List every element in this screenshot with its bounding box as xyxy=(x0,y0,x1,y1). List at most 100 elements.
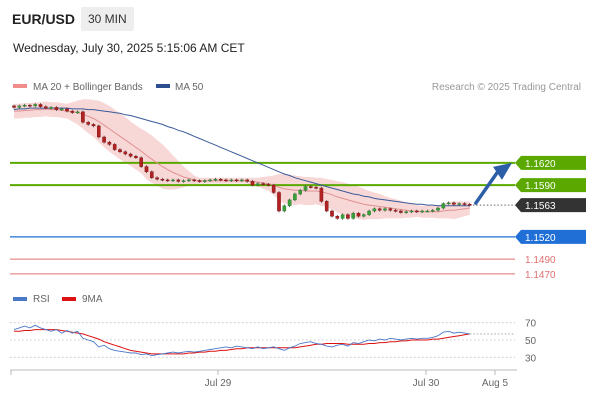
candle xyxy=(65,107,69,113)
candle-body xyxy=(176,179,181,182)
candle xyxy=(452,201,456,206)
candle xyxy=(420,209,424,214)
ma50-legend-swatch xyxy=(156,84,170,88)
candle xyxy=(54,106,59,111)
candle-body xyxy=(165,179,170,182)
candle xyxy=(457,202,462,206)
candle xyxy=(22,103,27,108)
candle xyxy=(218,177,223,182)
candle xyxy=(202,179,207,183)
level-tag-1.1563 xyxy=(515,198,586,213)
candle xyxy=(362,213,366,218)
candle xyxy=(224,178,228,182)
candle xyxy=(192,178,197,182)
candles xyxy=(12,103,472,220)
candle-body xyxy=(335,215,340,219)
rsi-legend-swatch xyxy=(13,297,27,301)
price-pane: 1.1620 1.1590 1.1563 1.1520 1.1490 1.1470 xyxy=(10,99,586,281)
candle xyxy=(81,110,85,124)
chart-datetime: Wednesday, July 30, 2025 5:15:06 AM CET xyxy=(13,41,245,55)
candle xyxy=(256,182,260,187)
candle xyxy=(367,209,371,217)
candle-body xyxy=(441,203,446,209)
candle xyxy=(33,103,37,108)
candle-body xyxy=(218,178,223,181)
ma50-legend-label: MA 50 xyxy=(175,82,204,93)
candle-body xyxy=(340,214,345,219)
candle-body xyxy=(293,193,297,201)
candle xyxy=(240,178,244,182)
x-tick-label: Jul 30 xyxy=(413,378,440,389)
candle-body xyxy=(139,157,144,167)
candle xyxy=(44,105,48,110)
candle xyxy=(271,183,276,194)
candle-body xyxy=(430,210,435,212)
candle-body xyxy=(28,104,32,107)
candle xyxy=(171,178,175,182)
candle-body xyxy=(91,124,96,127)
candle xyxy=(176,178,181,183)
candle-body xyxy=(70,110,75,113)
candle xyxy=(377,207,382,212)
candle-body xyxy=(171,179,175,182)
candle-body xyxy=(197,180,202,182)
bollinger-band-fill xyxy=(14,99,470,220)
candle xyxy=(441,202,446,210)
candle xyxy=(59,107,64,111)
candle xyxy=(187,178,191,182)
candle-body xyxy=(377,208,382,211)
candle xyxy=(134,154,138,160)
candle-body xyxy=(356,213,361,217)
candle-body xyxy=(271,184,276,193)
candle-body xyxy=(282,205,287,212)
candle xyxy=(75,110,80,114)
candle xyxy=(436,206,440,212)
candle-body xyxy=(102,136,106,143)
candle-body xyxy=(49,107,53,109)
bollinger-band xyxy=(14,99,470,220)
candle xyxy=(462,202,467,206)
candle xyxy=(446,201,451,205)
price-levels xyxy=(10,161,515,275)
candle-body xyxy=(309,186,313,188)
candle xyxy=(266,183,271,187)
candle-body xyxy=(250,181,255,186)
rsi-ma-line xyxy=(14,329,470,355)
candle xyxy=(250,180,255,187)
instrument-pair: EUR/USD xyxy=(12,11,76,27)
rsi-pane: 70 50 30 xyxy=(10,319,537,364)
candle xyxy=(277,191,281,213)
candle xyxy=(335,214,340,220)
candle xyxy=(393,208,398,213)
x-tick-label: Jul 29 xyxy=(205,378,232,389)
level-label-1.1520: 1.1520 xyxy=(525,233,556,244)
candle-body xyxy=(149,171,154,178)
candle-body xyxy=(393,210,398,212)
candle-body xyxy=(65,108,69,112)
candle xyxy=(123,150,128,156)
candle-body xyxy=(229,179,234,182)
candle-body xyxy=(409,210,414,213)
candle-body xyxy=(96,125,101,138)
timeframe-badge[interactable]: 30 MIN xyxy=(81,7,134,31)
candle xyxy=(155,176,159,181)
candle xyxy=(107,140,112,146)
candle-body xyxy=(81,111,85,123)
candle xyxy=(383,207,387,212)
candle xyxy=(70,109,75,114)
candle xyxy=(102,135,106,144)
candle xyxy=(139,156,144,168)
candle xyxy=(356,211,361,218)
candle xyxy=(234,178,239,182)
candle xyxy=(38,103,43,108)
candle xyxy=(324,200,329,213)
candle-body xyxy=(404,211,409,213)
candle xyxy=(49,106,53,110)
candle xyxy=(28,103,32,108)
candle xyxy=(261,182,265,186)
candle-body xyxy=(224,179,228,182)
candle xyxy=(96,124,101,139)
rsi-ma-legend-label: 9MA xyxy=(82,294,103,305)
candle-body xyxy=(362,214,366,217)
candle-body xyxy=(192,179,197,182)
